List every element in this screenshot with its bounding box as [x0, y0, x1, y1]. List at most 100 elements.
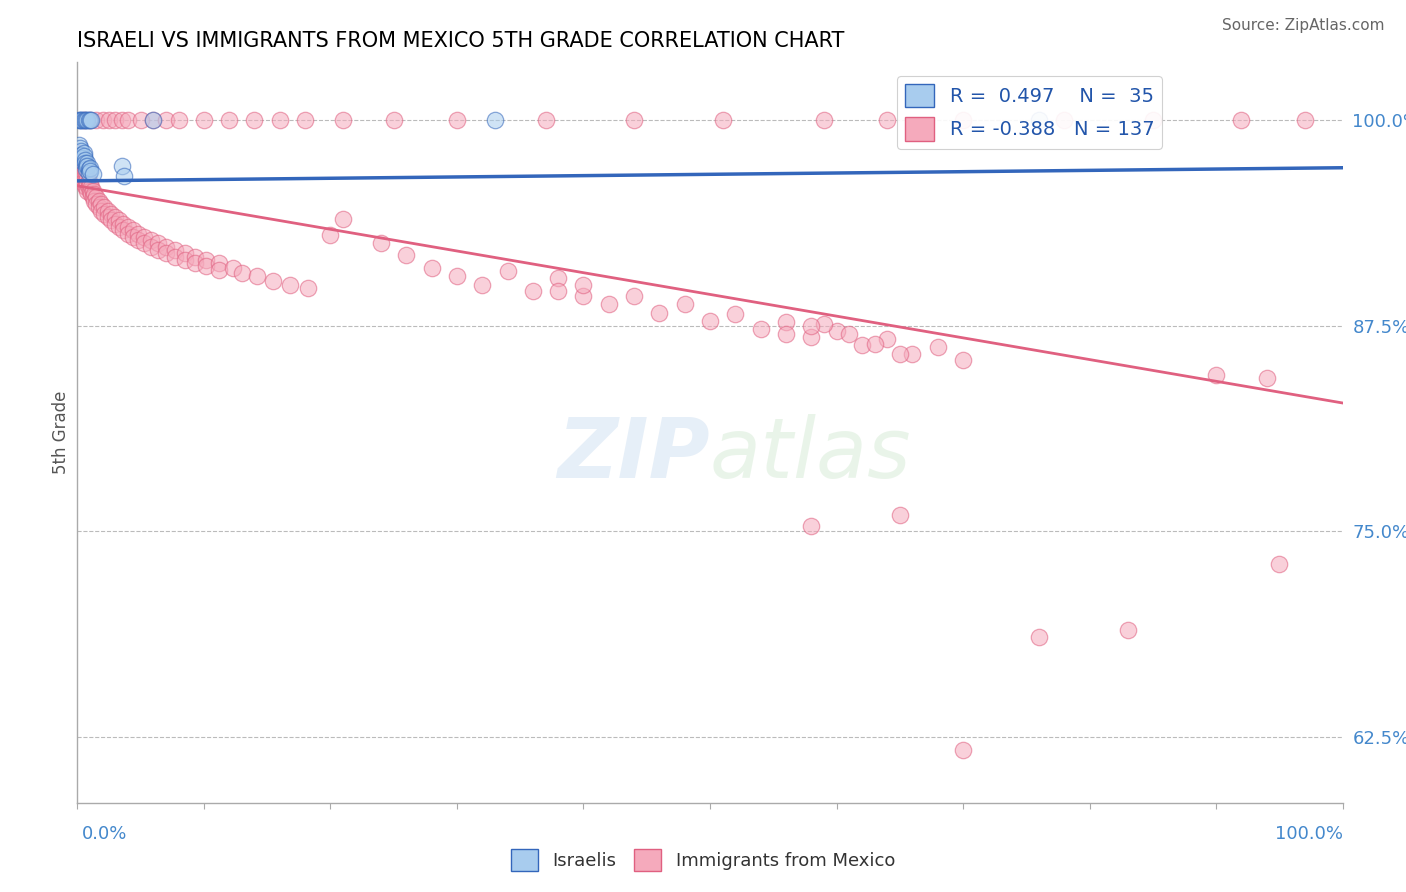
Point	[91, 113, 114, 128]
Text: ZIP: ZIP	[557, 414, 710, 495]
Point	[69, 151, 91, 165]
Point	[139, 233, 162, 247]
Point	[278, 277, 301, 292]
Point	[76, 184, 98, 198]
Point	[155, 246, 177, 260]
Point	[76, 156, 98, 170]
Point	[77, 166, 100, 180]
Point	[572, 289, 595, 303]
Point	[952, 113, 974, 128]
Point	[547, 271, 569, 285]
Point	[76, 170, 98, 185]
Point	[952, 743, 974, 757]
Point	[231, 266, 253, 280]
Point	[79, 184, 101, 198]
Point	[332, 113, 354, 128]
Point	[775, 315, 797, 329]
Point	[70, 113, 93, 128]
Point	[79, 161, 101, 175]
Point	[80, 180, 103, 194]
Point	[1268, 558, 1291, 572]
Point	[73, 113, 96, 128]
Point	[75, 167, 97, 181]
Point	[1205, 368, 1227, 382]
Point	[93, 207, 115, 221]
Point	[711, 113, 734, 128]
Point	[72, 157, 94, 171]
Point	[90, 197, 112, 211]
Point	[104, 113, 127, 128]
Point	[79, 177, 101, 191]
Point	[76, 177, 98, 191]
Point	[547, 284, 569, 298]
Point	[134, 236, 156, 251]
Point	[77, 162, 100, 177]
Point	[73, 156, 96, 170]
Point	[297, 281, 319, 295]
Point	[370, 236, 392, 251]
Point	[112, 169, 135, 183]
Point	[901, 346, 924, 360]
Point	[83, 194, 105, 208]
Point	[572, 277, 595, 292]
Point	[67, 162, 90, 177]
Point	[117, 227, 139, 241]
Point	[122, 223, 145, 237]
Point	[73, 145, 96, 160]
Text: atlas: atlas	[710, 414, 911, 495]
Point	[87, 194, 110, 208]
Point	[111, 159, 132, 173]
Text: 100.0%: 100.0%	[1275, 825, 1343, 843]
Point	[1256, 371, 1278, 385]
Point	[800, 318, 823, 333]
Point	[75, 159, 97, 173]
Point	[98, 113, 120, 128]
Point	[218, 113, 240, 128]
Point	[420, 261, 443, 276]
Point	[83, 187, 105, 202]
Point	[155, 240, 177, 254]
Text: 0.0%: 0.0%	[82, 825, 127, 843]
Point	[142, 113, 165, 128]
Point	[534, 113, 557, 128]
Point	[174, 246, 197, 260]
Point	[69, 164, 91, 178]
Point	[148, 236, 170, 251]
Point	[1028, 113, 1050, 128]
Point	[79, 113, 101, 128]
Point	[87, 200, 110, 214]
Point	[825, 324, 848, 338]
Point	[813, 317, 835, 331]
Point	[75, 113, 97, 128]
Point	[117, 113, 139, 128]
Point	[332, 211, 354, 226]
Point	[134, 230, 156, 244]
Point	[108, 219, 131, 234]
Point	[75, 162, 97, 177]
Point	[72, 113, 94, 128]
Point	[1294, 113, 1316, 128]
Point	[446, 113, 468, 128]
Point	[724, 307, 747, 321]
Point	[97, 210, 120, 224]
Point	[77, 113, 100, 128]
Point	[79, 113, 101, 128]
Point	[699, 314, 721, 328]
Point	[117, 219, 139, 234]
Point	[496, 264, 519, 278]
Point	[67, 113, 90, 128]
Point	[72, 154, 94, 169]
Point	[167, 113, 190, 128]
Point	[927, 340, 949, 354]
Point	[76, 159, 98, 173]
Point	[222, 261, 245, 276]
Point	[111, 217, 134, 231]
Point	[86, 113, 108, 128]
Point	[1053, 113, 1076, 128]
Point	[104, 217, 127, 231]
Point	[82, 184, 104, 198]
Point	[673, 297, 696, 311]
Point	[294, 113, 316, 128]
Text: Source: ZipAtlas.com: Source: ZipAtlas.com	[1222, 18, 1385, 33]
Point	[395, 248, 418, 262]
